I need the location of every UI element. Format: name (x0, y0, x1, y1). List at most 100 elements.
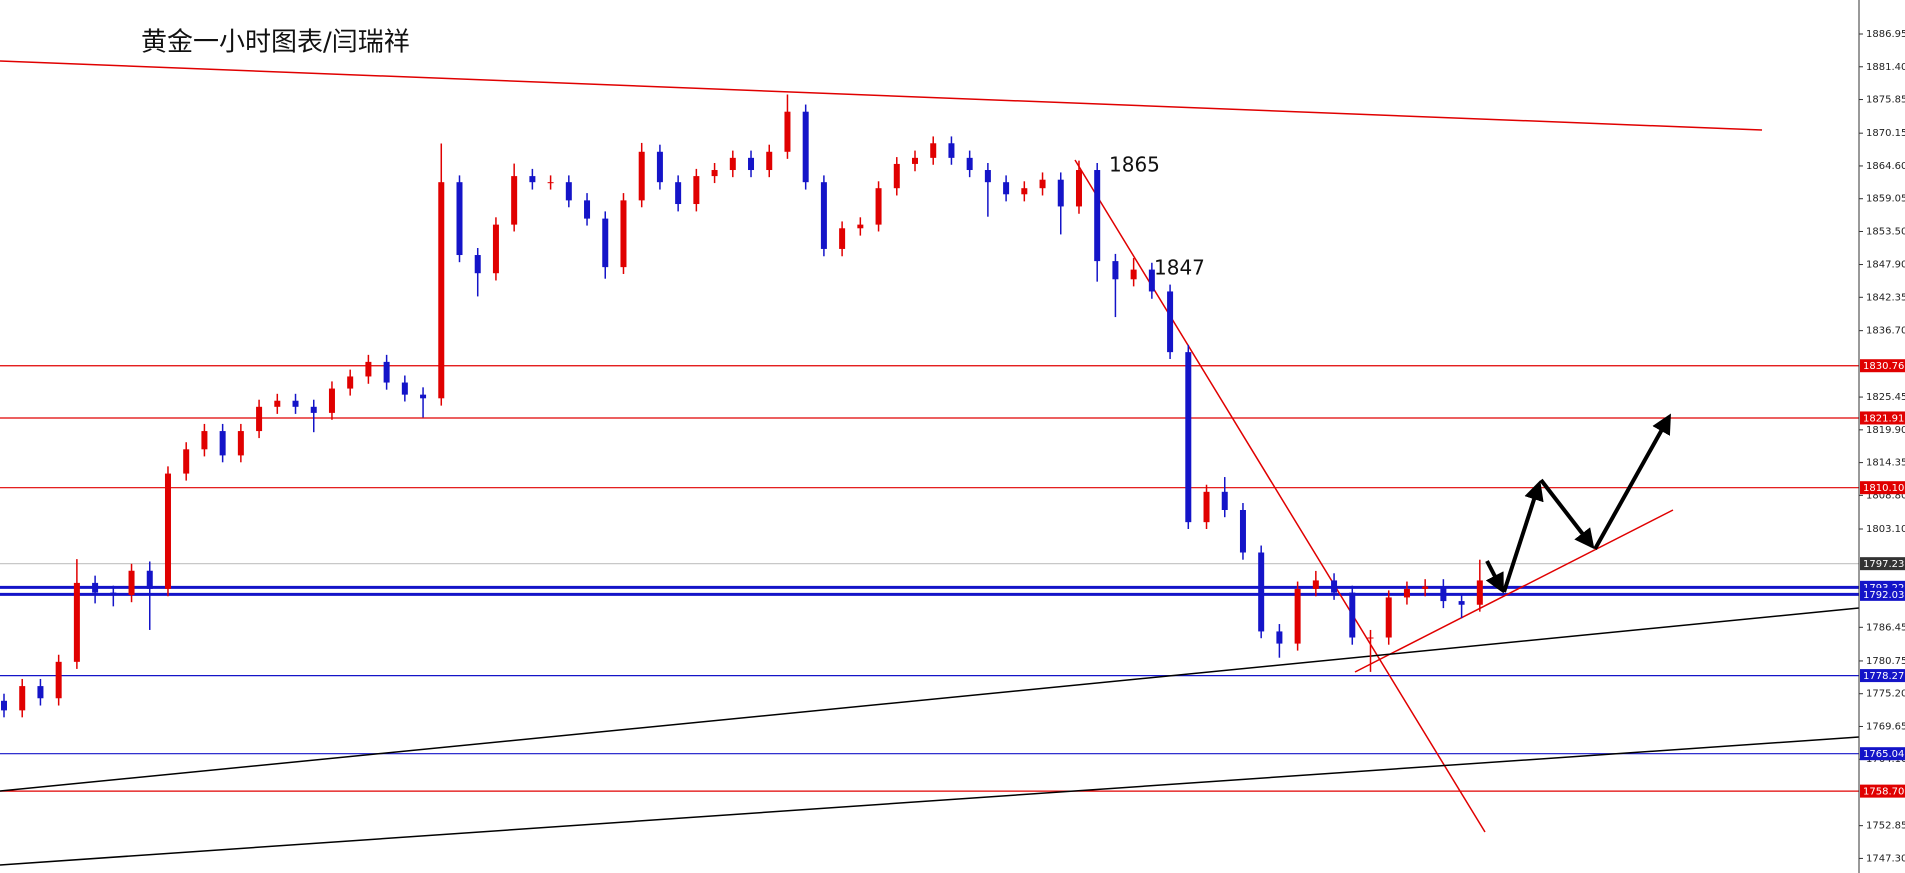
y-tick-label: 1853.50 (1866, 226, 1905, 237)
candle-body (237, 431, 244, 456)
y-tick-label: 1859.05 (1866, 194, 1905, 205)
candle-body (1, 700, 7, 711)
candle-body (602, 218, 609, 268)
y-tick-label: 1769.65 (1866, 721, 1905, 732)
candle-body (584, 200, 591, 219)
candle-body (92, 582, 99, 593)
candle-body (966, 157, 973, 171)
price-tag (1860, 557, 1905, 571)
candle-body (1422, 586, 1429, 589)
price-tag (1860, 784, 1905, 798)
candle-body (1112, 261, 1119, 280)
y-tick-label: 1886.95 (1866, 29, 1905, 40)
candle-body (784, 111, 791, 152)
candle-body (365, 361, 372, 377)
candle-body (1276, 631, 1283, 644)
y-tick-label: 1864.60 (1866, 161, 1905, 172)
candle-body (1476, 580, 1483, 605)
trend-line (0, 60, 1763, 131)
y-tick-label: 1775.20 (1866, 689, 1905, 700)
candle-body (438, 182, 445, 399)
candle-body (128, 570, 135, 596)
price-tag (1860, 481, 1905, 495)
candle-body (1312, 580, 1319, 589)
arrow (1502, 480, 1544, 593)
price-tag (1860, 587, 1905, 601)
candle-body (893, 163, 900, 189)
trend-line (1354, 509, 1674, 673)
arrow (1539, 478, 1595, 550)
candle-body (310, 406, 317, 413)
trend-line (0, 736, 1860, 866)
y-tick-label: 1881.40 (1866, 62, 1905, 73)
y-tick-label: 1803.10 (1866, 524, 1905, 535)
candle-body (857, 224, 864, 229)
candle-body (328, 388, 335, 413)
y-tick-label: 1847.90 (1866, 260, 1905, 271)
candle-body (1185, 352, 1192, 523)
candle-body (401, 382, 408, 395)
candle-body (1349, 592, 1356, 638)
candle-body (620, 200, 627, 268)
candle-body (729, 157, 736, 171)
annotation: 1865 (1109, 153, 1160, 177)
candle-body (802, 111, 809, 183)
candle-body (820, 182, 827, 249)
price-tag-label: 1792.03 (1863, 590, 1904, 601)
candle-body (1130, 269, 1137, 280)
candle-body (1057, 179, 1064, 207)
candle-body (1385, 597, 1392, 638)
trend-lines (0, 60, 1860, 866)
chart-title: 黄金一小时图表/闫瑞祥 (141, 28, 410, 58)
price-tag-label: 1758.70 (1863, 787, 1904, 798)
candle-body (766, 151, 773, 171)
candle-body (292, 400, 299, 407)
candle-body (1331, 580, 1338, 593)
candle-body (146, 570, 153, 589)
price-tag (1860, 669, 1905, 683)
candle-body (839, 228, 846, 249)
candle-body (1367, 637, 1374, 639)
candle-body (19, 686, 26, 711)
y-tick-label: 1752.85 (1866, 821, 1905, 832)
candle-body (984, 170, 991, 183)
y-tick-label: 1842.35 (1866, 292, 1905, 303)
y-tick-label: 1780.75 (1866, 656, 1905, 667)
candle-body (638, 151, 645, 201)
candle-body (492, 224, 499, 274)
candle-body (474, 255, 481, 274)
candle-body (183, 449, 190, 474)
candle-body (711, 170, 718, 177)
price-tag-label: 1810.10 (1863, 483, 1904, 494)
trend-line (1074, 159, 1486, 833)
candle-body (1148, 269, 1155, 292)
candle-body (110, 592, 117, 596)
candle-body (1239, 509, 1246, 553)
y-axis-labels: 1886.95 1881.40 1875.85 1870.15 1864.60 1859.… (1859, 29, 1905, 864)
candle-body (1021, 188, 1028, 195)
candle-body (693, 176, 700, 205)
candle-body (164, 473, 171, 589)
arrow (1485, 560, 1504, 594)
price-tag (1860, 359, 1905, 373)
candle-body (1094, 170, 1101, 262)
price-tag-label: 1830.76 (1863, 361, 1904, 372)
candle-body (274, 400, 281, 407)
candle-body (656, 151, 663, 183)
y-tick-label: 1870.15 (1866, 128, 1905, 139)
candle-body (948, 143, 955, 158)
price-tag-label: 1765.04 (1863, 749, 1904, 760)
y-tick-label: 1875.85 (1866, 95, 1905, 106)
candle-body (347, 376, 354, 389)
candle-body (201, 431, 208, 450)
price-tag (1860, 411, 1905, 425)
candle-body (1440, 586, 1447, 602)
candle-body (511, 176, 518, 225)
candle-body (748, 157, 755, 171)
candle-body (1458, 601, 1465, 605)
forecast-arrows (1485, 413, 1671, 594)
price-tag (1860, 747, 1905, 761)
y-tick-label: 1786.45 (1866, 622, 1905, 633)
candle-body (1258, 552, 1265, 632)
